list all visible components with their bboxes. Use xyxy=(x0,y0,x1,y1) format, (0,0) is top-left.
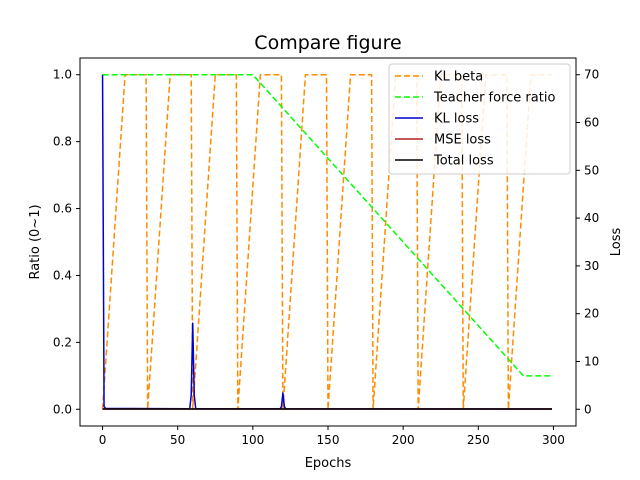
left-y-axis: 0.0 0.2 0.4 0.6 0.8 1.0 xyxy=(53,68,80,416)
right-y-tick-label: 10 xyxy=(584,354,599,368)
left-y-tick-label: 0.4 xyxy=(53,268,72,282)
x-tick-label: 0 xyxy=(99,433,107,447)
left-y-tick-label: 0.6 xyxy=(53,202,72,216)
series-layer xyxy=(101,73,552,411)
left-y-axis-label: Ratio (0~1) xyxy=(28,204,43,279)
right-y-tick-label: 60 xyxy=(584,116,599,130)
left-y-tick-label: 0.2 xyxy=(53,335,72,349)
right-y-tick-label: 20 xyxy=(584,307,599,321)
left-y-tick-label: 0.0 xyxy=(53,402,72,416)
legend-label-kl-beta: KL beta xyxy=(434,70,483,85)
right-y-tick-label: 30 xyxy=(584,259,599,273)
x-tick-label: 100 xyxy=(241,433,264,447)
legend-label-teacher-force-ratio: Teacher force ratio xyxy=(433,91,555,106)
right-y-tick-label: 70 xyxy=(584,68,599,82)
legend: KL beta Teacher force ratio KL loss MSE los… xyxy=(388,63,571,175)
series-line-teacher-force-ratio xyxy=(102,73,552,377)
legend-label-kl-loss: KL loss xyxy=(434,112,479,127)
left-y-tick-label: 0.8 xyxy=(53,135,72,149)
x-tick-label: 200 xyxy=(392,433,415,447)
legend-label-mse-loss: MSE loss xyxy=(434,133,491,148)
x-axis-label: Epochs xyxy=(305,456,352,471)
x-tick-label: 300 xyxy=(542,433,565,447)
right-y-tick-label: 50 xyxy=(584,163,599,177)
right-y-tick-label: 40 xyxy=(584,211,599,225)
x-tick-label: 50 xyxy=(170,433,185,447)
legend-box xyxy=(388,63,571,175)
right-y-axis: 0 10 20 30 40 50 60 70 xyxy=(576,68,599,416)
legend-label-total-loss: Total loss xyxy=(433,154,494,169)
right-y-tick-label: 0 xyxy=(584,402,592,416)
x-tick-label: 150 xyxy=(317,433,340,447)
right-y-axis-label: Loss xyxy=(609,228,624,257)
left-y-tick-label: 1.0 xyxy=(53,68,72,82)
x-axis: 0 50 100 150 200 250 300 xyxy=(99,426,565,447)
series-line-kl-beta xyxy=(101,73,552,411)
chart-title: Compare figure xyxy=(254,32,401,54)
x-tick-label: 250 xyxy=(467,433,490,447)
